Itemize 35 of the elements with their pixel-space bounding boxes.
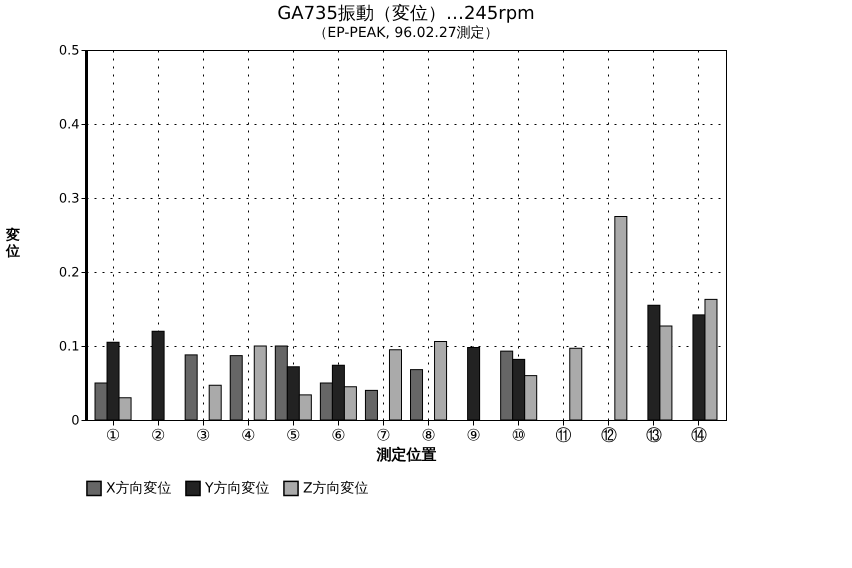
x-tick-label: ⑤ <box>286 426 300 444</box>
x-tick-label: ③ <box>196 426 210 444</box>
chart-subtitle: （EP-PEAK, 96.02.27測定） <box>313 25 499 41</box>
x-tick-label: ⑥ <box>331 426 346 444</box>
bar <box>364 390 378 420</box>
x-tick-label: ① <box>106 426 120 444</box>
x-tick-label: ② <box>150 426 166 444</box>
legend-label: Y方向変位 <box>204 480 270 496</box>
x-tick-label: ⑫ <box>600 426 617 444</box>
x-axis-title: 測定位置 <box>376 446 436 464</box>
bar <box>230 355 243 420</box>
legend-label: X方向変位 <box>106 480 172 496</box>
bar <box>410 369 424 420</box>
x-tick-label: ⑨ <box>466 426 481 444</box>
bar <box>388 349 402 420</box>
y-tick-label: 0 <box>71 414 80 428</box>
y-axis-title: 変位 <box>4 226 20 260</box>
bar <box>208 384 222 420</box>
bar <box>614 216 628 420</box>
x-tick-label: ⑩ <box>512 426 526 444</box>
y-tick-label: 0.2 <box>58 266 80 280</box>
y-tick-label: 0.1 <box>58 340 80 354</box>
x-tick-label: ⑪ <box>556 426 572 444</box>
chart-title: GA735振動（変位）…245rpm <box>277 3 535 24</box>
y-tick-label: 0.3 <box>58 192 80 206</box>
y-tick-label: 0.5 <box>58 44 80 58</box>
x-tick-label: ⑬ <box>646 426 662 444</box>
x-tick-label: ④ <box>241 426 256 444</box>
x-tick-label: ⑧ <box>421 426 436 444</box>
bar <box>184 354 198 420</box>
x-tick-label: ⑦ <box>376 426 391 444</box>
bar <box>254 346 267 420</box>
legend-label: Z方向変位 <box>303 480 369 496</box>
y-tick-label: 0.4 <box>58 118 80 132</box>
x-tick-label: ⑭ <box>690 426 707 444</box>
